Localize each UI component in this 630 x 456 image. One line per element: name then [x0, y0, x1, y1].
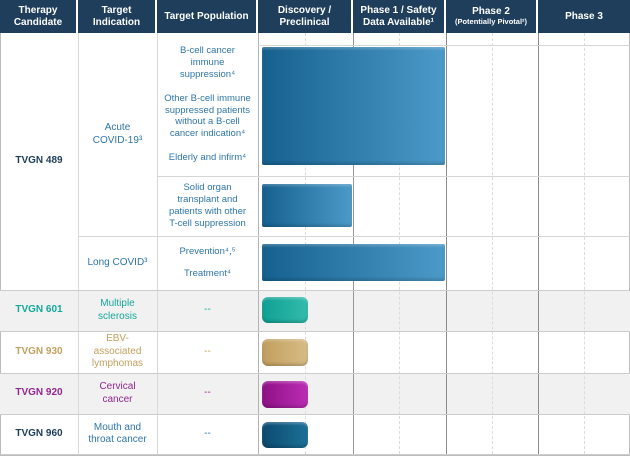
- column-divider: [446, 33, 447, 454]
- candidate-tvgn960: TVGN 960: [15, 427, 63, 439]
- header-phase3: Phase 3: [538, 0, 630, 33]
- population-tvgn930-dash: --: [204, 345, 211, 357]
- header-phase2-subtitle: (Potentially Pivotal²): [454, 17, 528, 27]
- bar-tvgn960: [262, 422, 308, 448]
- lane-divider: [258, 45, 630, 46]
- bar-tvgn920: [262, 381, 308, 408]
- population-tvgn601-dash: --: [204, 304, 211, 316]
- row-stripe: [0, 373, 630, 414]
- indication-acute-covid19: Acute COVID-19³: [92, 122, 143, 146]
- candidate-tvgn930: TVGN 930: [15, 345, 63, 357]
- population-prevention: Prevention⁴,⁵: [179, 246, 236, 258]
- row-divider: [0, 373, 630, 374]
- indication-long-covid: Long COVID³: [87, 256, 148, 268]
- population-treatment: Treatment⁴: [183, 268, 232, 280]
- column-divider: [78, 33, 79, 454]
- header-discovery-preclinical: Discovery / Preclinical: [258, 0, 353, 33]
- header-phase1: Phase 1 / Safety Data Available¹: [353, 0, 446, 33]
- population-solid-organ: Solid organ transplant and patients with…: [168, 182, 247, 229]
- lane-divider: [157, 176, 630, 177]
- bar-solid-organ-transplant: [262, 184, 352, 227]
- indication-cervical-cancer: Cervical cancer: [99, 381, 136, 405]
- indication-ebv-lymphomas: EBV- associated lymphomas: [91, 333, 144, 370]
- column-divider: [353, 33, 354, 454]
- row-divider: [0, 331, 630, 332]
- dashed-midline: [584, 33, 585, 454]
- header-therapy-candidate: Therapy Candidate: [0, 0, 78, 33]
- row-divider: [0, 414, 630, 415]
- row-stripe: [0, 290, 630, 331]
- dashed-midline: [305, 33, 306, 454]
- indication-mouth-throat-cancer: Mouth and throat cancer: [88, 421, 147, 446]
- population-tvgn960-dash: --: [204, 427, 211, 439]
- dashed-midline: [492, 33, 493, 454]
- header-phase2-title: Phase 2: [472, 5, 510, 17]
- lane-divider: [78, 236, 630, 237]
- population-other-bcell: Other B-cell immune suppressed patients …: [164, 92, 251, 140]
- bar-acute-covid-general: [262, 47, 445, 165]
- candidate-tvgn601: TVGN 601: [15, 304, 63, 316]
- column-divider: [538, 33, 539, 454]
- header-target-population: Target Population: [157, 0, 258, 33]
- header-target-indication: Target Indication: [78, 0, 157, 33]
- bar-tvgn601: [262, 297, 308, 323]
- population-acute-general: B-cell cancer immune suppression⁴ Other …: [157, 33, 258, 176]
- column-divider: [157, 33, 158, 454]
- bar-long-covid: [262, 244, 445, 281]
- header-phase2: Phase 2 (Potentially Pivotal²): [446, 0, 538, 33]
- candidate-tvgn489: TVGN 489: [15, 155, 63, 167]
- column-divider: [258, 33, 259, 454]
- population-elderly-infirm: Elderly and infirm⁴: [168, 152, 247, 164]
- dashed-midline: [399, 33, 400, 454]
- row-divider: [0, 290, 630, 291]
- candidate-tvgn920: TVGN 920: [15, 387, 63, 399]
- bar-tvgn930: [262, 339, 308, 366]
- indication-multiple-sclerosis: Multiple sclerosis: [98, 298, 137, 322]
- population-long-covid: Prevention⁴,⁵ Treatment⁴: [157, 236, 258, 290]
- population-bcell-cancer: B-cell cancer immune suppression⁴: [179, 45, 236, 80]
- row-divider: [0, 454, 630, 455]
- population-tvgn920-dash: --: [204, 387, 211, 399]
- header-row: Therapy Candidate Target Indication Targ…: [0, 0, 630, 33]
